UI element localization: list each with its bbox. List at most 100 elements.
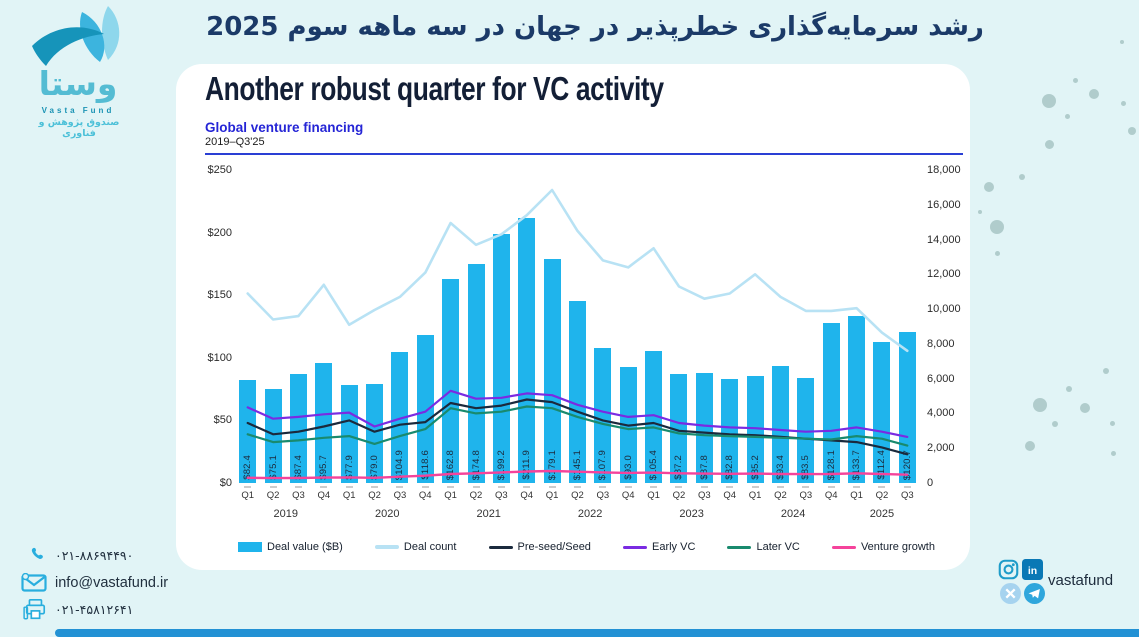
- bar-value-label: $133.7: [851, 449, 863, 480]
- quarter-label: Q4: [317, 490, 331, 501]
- quarter-label: Q2: [368, 490, 381, 501]
- decor-dot: [984, 182, 994, 192]
- phone-icon: [31, 547, 43, 559]
- right-axis-tick: 0: [927, 477, 934, 489]
- legend-item: Pre-seed/Seed: [488, 541, 591, 553]
- logo-name-en: Vasta Fund: [41, 106, 115, 115]
- chart-legend: Deal value ($B) Deal count Pre-seed/Seed Ea…: [238, 541, 935, 553]
- quarter-label: Q3: [495, 490, 508, 501]
- quarter-label: Q1: [241, 490, 255, 501]
- decor-dot: [1042, 94, 1056, 108]
- year-label: 2025: [869, 508, 895, 520]
- x-axis-tick: [878, 486, 886, 488]
- vasta-fund-logo: وستا Vasta Fund صندوق پژوهش و فناوری: [26, 6, 156, 139]
- quarter-label: Q4: [418, 490, 432, 501]
- bar-value-label: $75.1: [267, 455, 279, 480]
- decor-dot: [978, 210, 982, 214]
- email-address[interactable]: info@vastafund.ir: [55, 575, 169, 591]
- bar-value-label: $93.0: [622, 455, 634, 480]
- quarter-label: Q2: [875, 490, 889, 501]
- x-axis-tick: [345, 486, 353, 488]
- legend-item: Deal value ($B): [238, 541, 343, 553]
- bar-value-label: $82.4: [242, 455, 254, 480]
- x-axis-tick: [903, 486, 911, 488]
- quarter-label: Q3: [799, 490, 813, 501]
- bar-value-label: $120.7: [901, 449, 913, 480]
- telegram-icon[interactable]: [1024, 583, 1045, 604]
- x-axis-tick: [624, 486, 632, 488]
- x-axis-tick: [776, 486, 784, 488]
- quarter-label: Q4: [520, 490, 534, 501]
- social-handle: vastafund: [1048, 572, 1114, 589]
- quarter-label: Q2: [774, 490, 787, 501]
- decor-dot: [1080, 403, 1090, 413]
- right-axis-tick: 12,000: [927, 268, 961, 281]
- bar-value-label: $105.4: [648, 449, 660, 480]
- x-axis-tick: [853, 486, 861, 488]
- quarter-label: Q1: [444, 490, 457, 501]
- bar-value-label: $162.8: [445, 449, 457, 480]
- bar-value-label: $174.8: [470, 449, 482, 480]
- bar-value-label: $95.7: [318, 455, 330, 480]
- bar-value-label: $79.0: [369, 455, 381, 480]
- decor-dot: [1103, 368, 1109, 374]
- right-axis-tick: 2,000: [927, 442, 955, 455]
- fax-icon: [23, 598, 46, 620]
- phone-number: ۰۲۱-۸۸۶۹۴۴۹۰: [55, 548, 134, 563]
- decor-dot: [1064, 113, 1070, 119]
- legend-label: Early VC: [652, 541, 696, 553]
- decor-dot: [1025, 441, 1035, 451]
- decor-dot: [1033, 398, 1047, 412]
- quarter-label: Q4: [723, 490, 737, 501]
- left-axis-tick: $50: [213, 414, 232, 427]
- left-axis-tick: $0: [219, 477, 232, 489]
- x-twitter-icon[interactable]: [1000, 583, 1021, 604]
- decor-dot: [1066, 386, 1072, 392]
- right-axis-tick: 4,000: [927, 407, 955, 420]
- year-label: 2023: [679, 508, 704, 520]
- left-axis-tick: $100: [207, 351, 232, 364]
- bar-value-label: $145.1: [572, 449, 583, 480]
- quarter-label: Q3: [900, 490, 914, 501]
- x-axis-tick: [751, 486, 759, 488]
- x-axis-tick: [294, 486, 302, 488]
- year-label: 2021: [476, 508, 501, 520]
- x-axis-tick: [574, 486, 581, 488]
- left-axis-tick: $200: [207, 226, 232, 239]
- bar-value-label: $211.9: [521, 450, 533, 480]
- chart-period: 2019–Q3'25: [205, 136, 265, 148]
- header-rule: [205, 153, 963, 155]
- x-axis-tick: [447, 486, 455, 488]
- left-axis-tick: $250: [207, 164, 232, 176]
- contact-phone-row: ۰۲۱-۸۸۶۹۴۴۹۰: [28, 546, 133, 565]
- quarter-label: Q3: [292, 490, 305, 501]
- footer-accent-bar: [55, 629, 1139, 637]
- legend-label: Venture growth: [860, 541, 935, 553]
- quarter-label: Q3: [393, 490, 407, 501]
- logo-wordmark: وستا: [38, 64, 118, 103]
- x-axis-tick: [396, 486, 404, 488]
- x-axis-tick: [700, 486, 708, 488]
- linkedin-icon[interactable]: in: [1022, 559, 1043, 580]
- left-axis-tick: $150: [207, 289, 232, 302]
- instagram-icon[interactable]: [998, 559, 1019, 580]
- bar-value-label: $85.2: [749, 455, 761, 480]
- legend-item: Later VC: [727, 541, 800, 553]
- decor-dot: [994, 250, 1000, 256]
- x-axis-tick: [497, 486, 505, 488]
- quarter-label: Q3: [596, 490, 610, 501]
- logo-tagline: صندوق پژوهش و فناوری: [38, 117, 120, 139]
- x-axis-tick: [421, 486, 429, 488]
- fax-number: ۰۲۱-۴۵۸۱۲۶۴۱: [55, 602, 134, 617]
- email-icon: [21, 573, 47, 592]
- x-axis-tick: [827, 486, 835, 488]
- legend-label: Deal value ($B): [267, 541, 343, 553]
- x-axis-tick: [802, 486, 810, 488]
- x-axis-tick: [548, 486, 556, 488]
- quarter-label: Q1: [545, 490, 559, 501]
- bar-value-label: $199.2: [495, 449, 507, 480]
- legend-label: Deal count: [403, 541, 457, 553]
- quarter-label: Q1: [647, 490, 660, 501]
